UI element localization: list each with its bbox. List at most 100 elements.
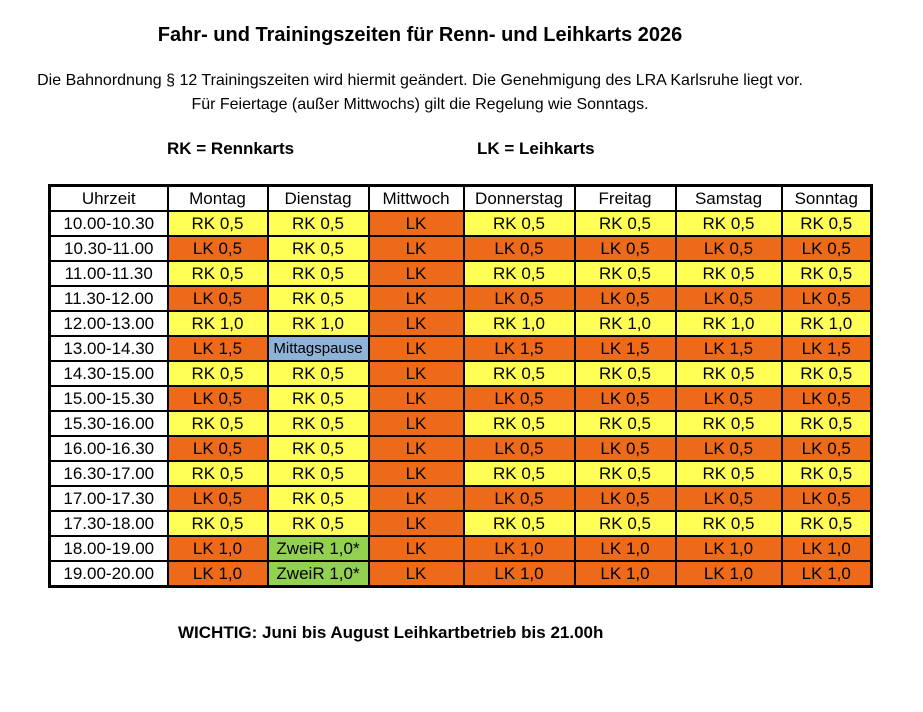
- legend-rennkarts: RK = Rennkarts: [167, 139, 295, 158]
- schedule-cell: RK 0,5: [780, 460, 873, 487]
- schedule-cell: RK 0,5: [780, 210, 873, 237]
- schedule-cell: LK 1,0: [462, 560, 576, 588]
- schedule-cell: RK 0,5: [462, 210, 576, 237]
- time-cell: 16.00-16.30: [48, 435, 169, 462]
- schedule-cell: RK 0,5: [674, 510, 783, 537]
- schedule-cell: LK: [367, 410, 465, 437]
- schedule-cell: LK 0,5: [462, 435, 576, 462]
- table-row: 11.30-12.00 LK 0,5 RK 0,5 LK LK 0,5 LK 0,5 LK …: [48, 285, 873, 312]
- schedule-cell: LK 0,5: [166, 235, 269, 262]
- column-header-donnerstag: Donnerstag: [462, 184, 576, 212]
- schedule-cell: LK 0,5: [674, 485, 783, 512]
- schedule-cell: RK 0,5: [266, 360, 370, 387]
- time-cell: 18.00-19.00: [48, 535, 169, 562]
- schedule-cell: LK: [367, 435, 465, 462]
- schedule-cell: LK 0,5: [166, 385, 269, 412]
- schedule-cell: RK 0,5: [780, 510, 873, 537]
- schedule-cell: ZweiR 1,0*: [266, 535, 370, 562]
- column-header-mittwoch: Mittwoch: [367, 184, 465, 212]
- schedule-cell: LK: [367, 210, 465, 237]
- schedule-cell: LK 0,5: [462, 235, 576, 262]
- table-row: 16.00-16.30 LK 0,5 RK 0,5 LK LK 0,5 LK 0,5 LK …: [48, 435, 873, 462]
- legend: RK = Rennkarts LK = Leihkarts: [0, 139, 923, 159]
- schedule-cell: RK 0,5: [674, 260, 783, 287]
- schedule-cell: RK 0,5: [266, 410, 370, 437]
- schedule-cell: RK 0,5: [780, 260, 873, 287]
- schedule-cell: RK 0,5: [166, 460, 269, 487]
- time-cell: 19.00-20.00: [48, 560, 169, 588]
- time-cell: 17.00-17.30: [48, 485, 169, 512]
- table-row: 15.00-15.30 LK 0,5 RK 0,5 LK LK 0,5 LK 0,5 LK …: [48, 385, 873, 412]
- schedule-cell: ZweiR 1,0*: [266, 560, 370, 588]
- schedule-cell: RK 0,5: [166, 510, 269, 537]
- schedule-cell: RK 0,5: [573, 360, 677, 387]
- schedule-cell: LK 0,5: [166, 285, 269, 312]
- column-header-dienstag: Dienstag: [266, 184, 370, 212]
- table-row: 10.00-10.30 RK 0,5 RK 0,5 LK RK 0,5 RK 0,5 RK …: [48, 210, 873, 237]
- schedule-cell: RK 0,5: [573, 460, 677, 487]
- time-cell: 14.30-15.00: [48, 360, 169, 387]
- time-cell: 15.00-15.30: [48, 385, 169, 412]
- schedule-cell: RK 0,5: [780, 360, 873, 387]
- schedule-cell: LK 0,5: [674, 285, 783, 312]
- schedule-cell: RK 0,5: [266, 485, 370, 512]
- schedule-cell: LK 0,5: [573, 485, 677, 512]
- schedule-cell: LK: [367, 460, 465, 487]
- time-cell: 13.00-14.30: [48, 335, 169, 362]
- schedule-cell: RK 0,5: [462, 360, 576, 387]
- schedule-cell: LK 0,5: [166, 485, 269, 512]
- schedule-cell: RK 1,0: [266, 310, 370, 337]
- schedule-cell: LK 0,5: [462, 485, 576, 512]
- schedule-cell: LK 0,5: [462, 385, 576, 412]
- schedule-cell: LK 0,5: [573, 285, 677, 312]
- schedule-cell: RK 0,5: [573, 510, 677, 537]
- schedule-cell: RK 0,5: [674, 360, 783, 387]
- schedule-cell: LK: [367, 385, 465, 412]
- column-header-sonntag: Sonntag: [780, 184, 873, 212]
- schedule-cell: LK 1,0: [462, 535, 576, 562]
- schedule-cell: LK 0,5: [166, 435, 269, 462]
- schedule-cell: LK: [367, 235, 465, 262]
- column-header-freitag: Freitag: [573, 184, 677, 212]
- schedule-cell: LK: [367, 285, 465, 312]
- schedule-cell: RK 0,5: [266, 385, 370, 412]
- page-title: Fahr- und Trainingszeiten für Renn- und …: [157, 24, 683, 46]
- schedule-cell: LK 1,0: [166, 560, 269, 588]
- note-line-1: Die Bahnordnung § 12 Trainingszeiten wir…: [37, 72, 803, 89]
- schedule-cell: RK 1,0: [462, 310, 576, 337]
- schedule-cell: LK 0,5: [674, 435, 783, 462]
- schedule-cell: RK 0,5: [266, 260, 370, 287]
- column-header-uhrzeit: Uhrzeit: [48, 184, 169, 212]
- schedule-cell: LK 0,5: [780, 485, 873, 512]
- schedule-cell: RK 0,5: [166, 410, 269, 437]
- schedule-cell: LK 1,0: [166, 535, 269, 562]
- schedule-cell: RK 0,5: [166, 260, 269, 287]
- schedule-cell: LK: [367, 510, 465, 537]
- schedule-cell: LK: [367, 310, 465, 337]
- important-note: WICHTIG: Juni bis August Leihkartbetrieb…: [178, 623, 604, 642]
- schedule-cell: RK 0,5: [780, 410, 873, 437]
- schedule-cell: RK 0,5: [462, 410, 576, 437]
- schedule-cell: LK 0,5: [462, 285, 576, 312]
- schedule-cell: LK 0,5: [780, 235, 873, 262]
- header-block: Fahr- und Trainingszeiten für Renn- und …: [0, 24, 840, 117]
- schedule-cell: RK 0,5: [674, 410, 783, 437]
- time-cell: 11.00-11.30: [48, 260, 169, 287]
- schedule-cell: LK 0,5: [674, 235, 783, 262]
- schedule-cell: RK 0,5: [266, 460, 370, 487]
- table-row: 14.30-15.00 RK 0,5 RK 0,5 LK RK 0,5 RK 0,5 RK …: [48, 360, 873, 387]
- schedule-cell: LK 1,0: [780, 560, 873, 588]
- schedule-cell: RK 0,5: [266, 510, 370, 537]
- schedule-cell: LK: [367, 485, 465, 512]
- schedule-cell: RK 0,5: [166, 210, 269, 237]
- schedule-cell: RK 1,0: [674, 310, 783, 337]
- schedule-cell: LK 0,5: [573, 235, 677, 262]
- table-row: 17.00-17.30 LK 0,5 RK 0,5 LK LK 0,5 LK 0,5 LK …: [48, 485, 873, 512]
- schedule-cell: Mittagspause: [266, 335, 370, 362]
- time-cell: 16.30-17.00: [48, 460, 169, 487]
- schedule-cell: RK 0,5: [462, 460, 576, 487]
- schedule-cell: RK 0,5: [266, 235, 370, 262]
- time-cell: 12.00-13.00: [48, 310, 169, 337]
- schedule-cell: LK 0,5: [573, 435, 677, 462]
- schedule-cell: LK 0,5: [780, 285, 873, 312]
